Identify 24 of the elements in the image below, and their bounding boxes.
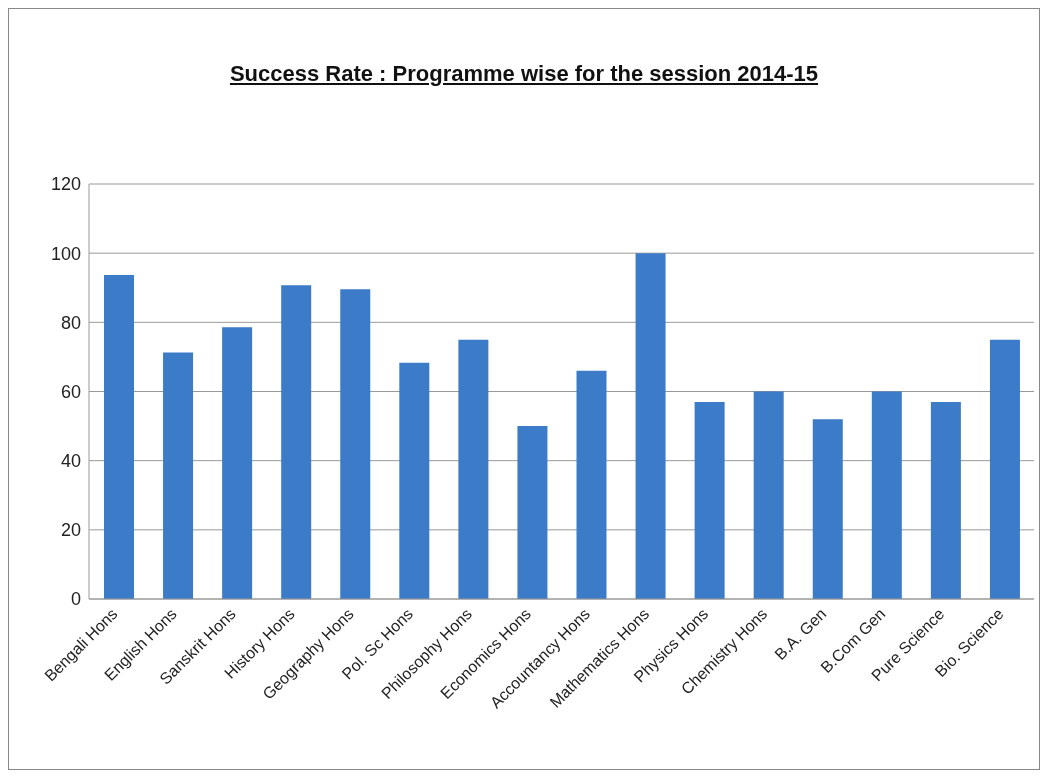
bar (694, 401, 725, 599)
bar (635, 253, 666, 599)
y-tick-label: 0 (70, 589, 81, 610)
y-tick-label: 40 (60, 451, 81, 472)
bar (871, 391, 902, 599)
bar (753, 391, 784, 599)
y-tick-label: 120 (50, 174, 81, 195)
bar (399, 362, 430, 599)
bar (222, 327, 253, 599)
bar (812, 419, 843, 599)
y-tick-label: 100 (50, 243, 81, 264)
chart-title: Success Rate : Programme wise for the session 2014-15 (228, 61, 820, 87)
bar (340, 289, 371, 599)
y-tick-label: 20 (60, 520, 81, 541)
bar (576, 370, 607, 599)
y-tick-label: 60 (60, 381, 81, 402)
bar (163, 352, 194, 599)
bar (104, 274, 134, 599)
bar (989, 339, 1020, 599)
bar (458, 339, 489, 599)
bar (930, 401, 961, 599)
bar (281, 285, 312, 599)
bar (517, 426, 548, 599)
y-tick-label: 80 (60, 312, 81, 333)
